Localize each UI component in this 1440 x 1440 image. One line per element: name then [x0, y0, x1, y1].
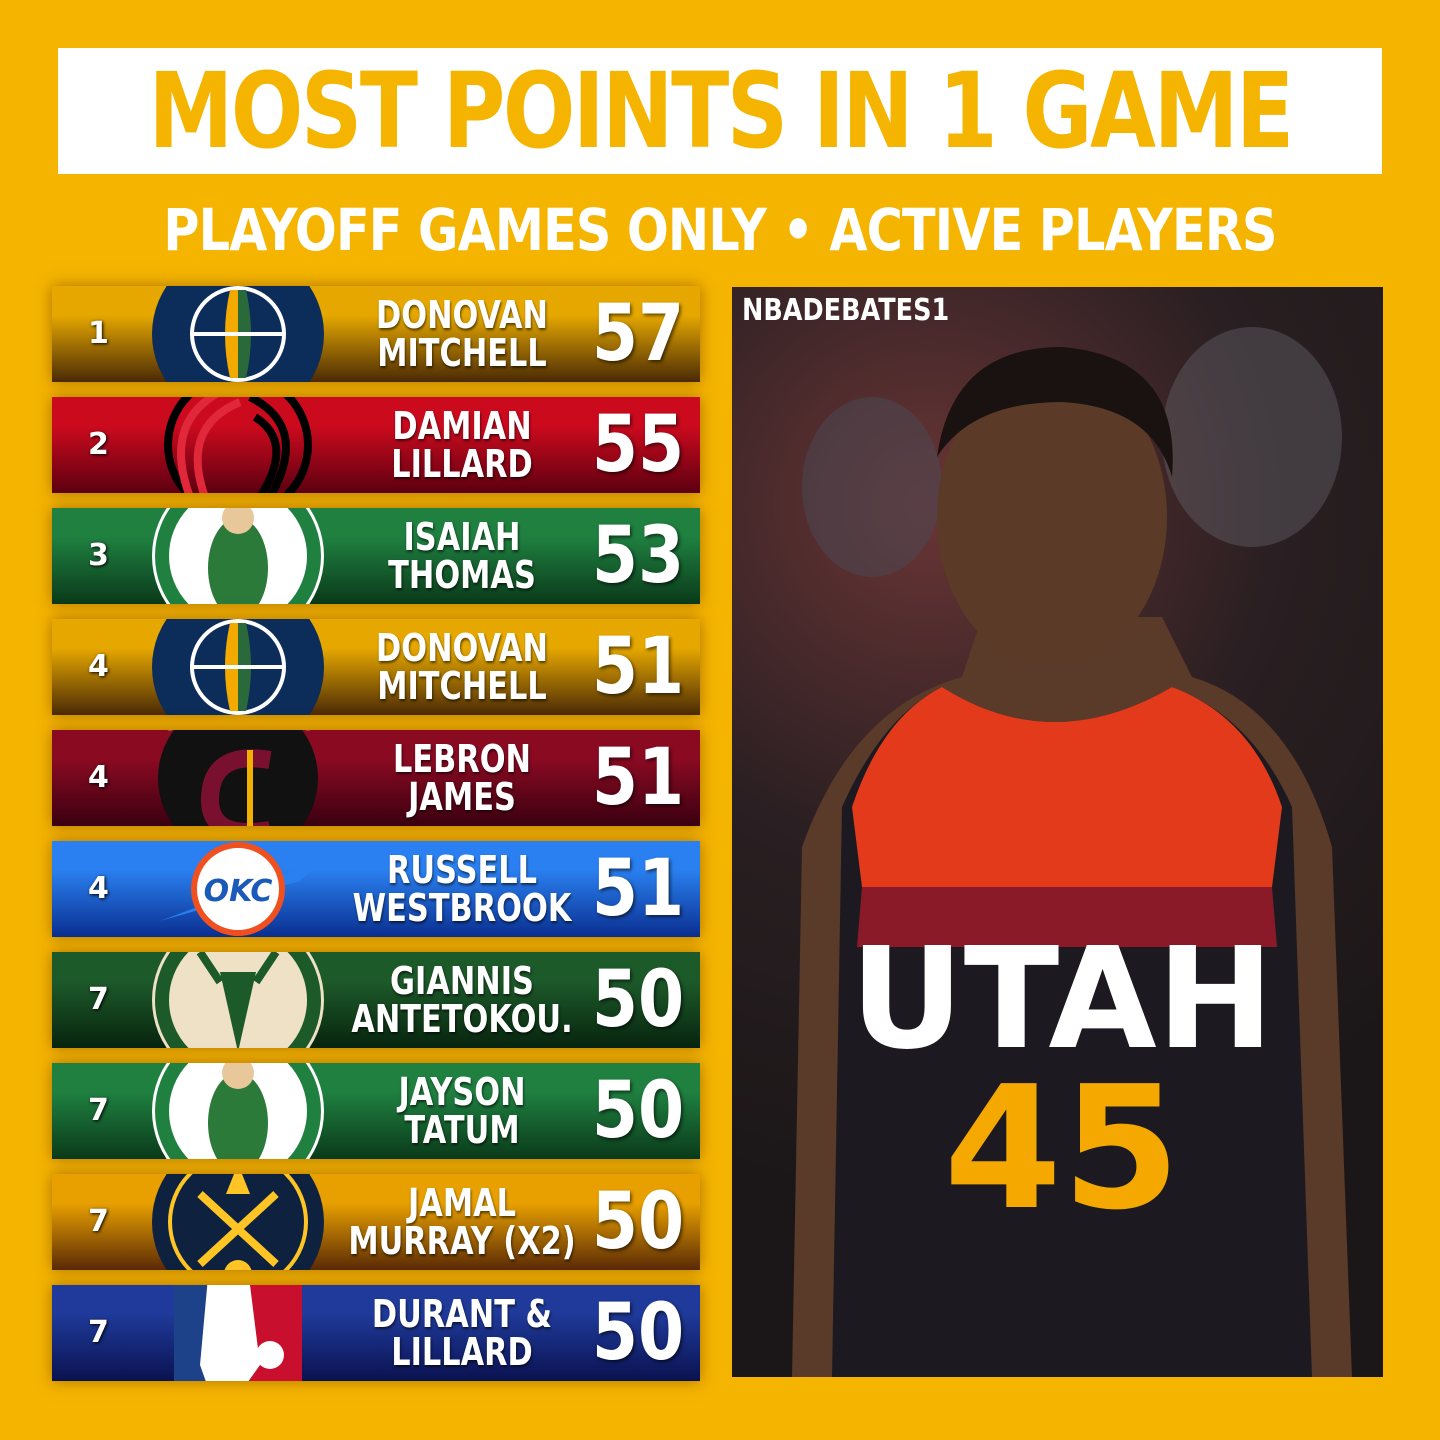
watermark: NBADEBATES1	[742, 293, 950, 328]
player-name: RUSSELL WESTBROOK	[353, 841, 572, 937]
points: 51	[591, 622, 685, 712]
player-last-name: ANTETOKOU.	[351, 997, 573, 1041]
svg-text:OKC: OKC	[204, 874, 273, 909]
points: 51	[591, 733, 685, 823]
player-illustration: UTAH 45	[792, 327, 1352, 1377]
player-last-name: JAMES	[408, 775, 516, 819]
player-last-name: LILLARD	[391, 1330, 533, 1374]
ranking-row: 2 DAMIAN LILLARD 55	[52, 397, 700, 493]
player-name: GIANNIS ANTETOKOU.	[351, 952, 572, 1048]
jersey-team: UTAH	[850, 918, 1274, 1081]
points: 50	[591, 1288, 685, 1378]
player-name: DONOVAN MITCHELL	[366, 619, 558, 715]
thunder-logo-icon: OKC	[150, 841, 326, 937]
player-last-name: THOMAS	[388, 553, 536, 597]
jersey-number: 45	[944, 1050, 1181, 1248]
player-first-name: GIANNIS	[390, 959, 534, 1003]
player-first-name: DONOVAN	[376, 626, 548, 670]
bucks-logo-icon	[150, 952, 326, 1048]
ranking-row: 7 JAYSON TATUM 50	[52, 1063, 700, 1159]
blazers-logo-icon	[150, 397, 326, 493]
title-banner: MOST POINTS IN 1 GAME	[58, 48, 1382, 174]
player-first-name: DONOVAN	[376, 293, 548, 337]
rank: 4	[88, 760, 109, 795]
ranking-row: 7 JAMAL MURRAY (X2) 50	[52, 1174, 700, 1270]
rank: 4	[88, 871, 109, 906]
rank: 3	[88, 538, 109, 573]
player-name: JAMAL MURRAY (X2)	[348, 1174, 575, 1270]
player-first-name: DAMIAN	[392, 404, 532, 448]
rank: 7	[88, 1093, 109, 1128]
jazz-logo-icon	[150, 619, 326, 715]
player-name: ISAIAH THOMAS	[366, 508, 558, 604]
rank: 7	[88, 1204, 109, 1239]
player-photo: UTAH 45 NBADEBATES1	[732, 287, 1383, 1377]
celtics-logo-icon	[150, 1063, 326, 1159]
player-name: LEBRON JAMES	[366, 730, 558, 826]
cavaliers-logo-icon: CAVALIERS	[150, 730, 326, 826]
player-last-name: MURRAY (X2)	[348, 1219, 576, 1263]
player-name: DAMIAN LILLARD	[366, 397, 558, 493]
points: 53	[591, 511, 685, 601]
player-first-name: JAYSON	[398, 1070, 526, 1114]
points: 51	[591, 844, 685, 934]
celtics-logo-icon	[150, 508, 326, 604]
player-last-name: LILLARD	[391, 442, 533, 486]
player-first-name: LEBRON	[392, 737, 531, 781]
nuggets-logo-icon	[150, 1174, 326, 1270]
rank: 4	[88, 649, 109, 684]
ranking-row: 4 DONOVAN MITCHELL 51	[52, 619, 700, 715]
player-first-name: JAMAL	[408, 1181, 516, 1225]
player-first-name: DURANT &	[371, 1292, 553, 1336]
page-subtitle: PLAYOFF GAMES ONLY • ACTIVE PLAYERS	[163, 196, 1277, 264]
rank: 2	[88, 427, 109, 462]
ranking-row: 4 OKC RUSSELL WESTBROOK 51	[52, 841, 700, 937]
rank: 7	[88, 1315, 109, 1350]
points: 50	[591, 955, 685, 1045]
ranking-row: 1 DONOVAN MITCHELL 57	[52, 286, 700, 382]
rank: 1	[88, 316, 109, 351]
player-name: DONOVAN MITCHELL	[366, 286, 558, 382]
player-last-name: WESTBROOK	[352, 886, 572, 930]
svg-text:CAVALIERS: CAVALIERS	[159, 730, 318, 737]
player-last-name: TATUM	[404, 1108, 520, 1152]
points: 55	[591, 400, 685, 490]
points: 50	[591, 1066, 685, 1156]
jazz-logo-icon	[150, 286, 326, 382]
points: 50	[591, 1177, 685, 1267]
points: 57	[591, 289, 685, 379]
player-last-name: MITCHELL	[377, 664, 547, 708]
rank: 7	[88, 982, 109, 1017]
player-last-name: MITCHELL	[377, 331, 547, 375]
player-first-name: ISAIAH	[403, 515, 521, 559]
player-first-name: RUSSELL	[386, 848, 538, 892]
ranking-row: 3 ISAIAH THOMAS 53	[52, 508, 700, 604]
ranking-row: 7 GIANNIS ANTETOKOU. 50	[52, 952, 700, 1048]
nba-logo-icon	[150, 1285, 326, 1381]
player-name: DURANT & LILLARD	[366, 1285, 558, 1381]
ranking-row: 7 DURANT & LILLARD 50	[52, 1285, 700, 1381]
page-title: MOST POINTS IN 1 GAME	[148, 50, 1294, 172]
player-name: JAYSON TATUM	[366, 1063, 558, 1159]
